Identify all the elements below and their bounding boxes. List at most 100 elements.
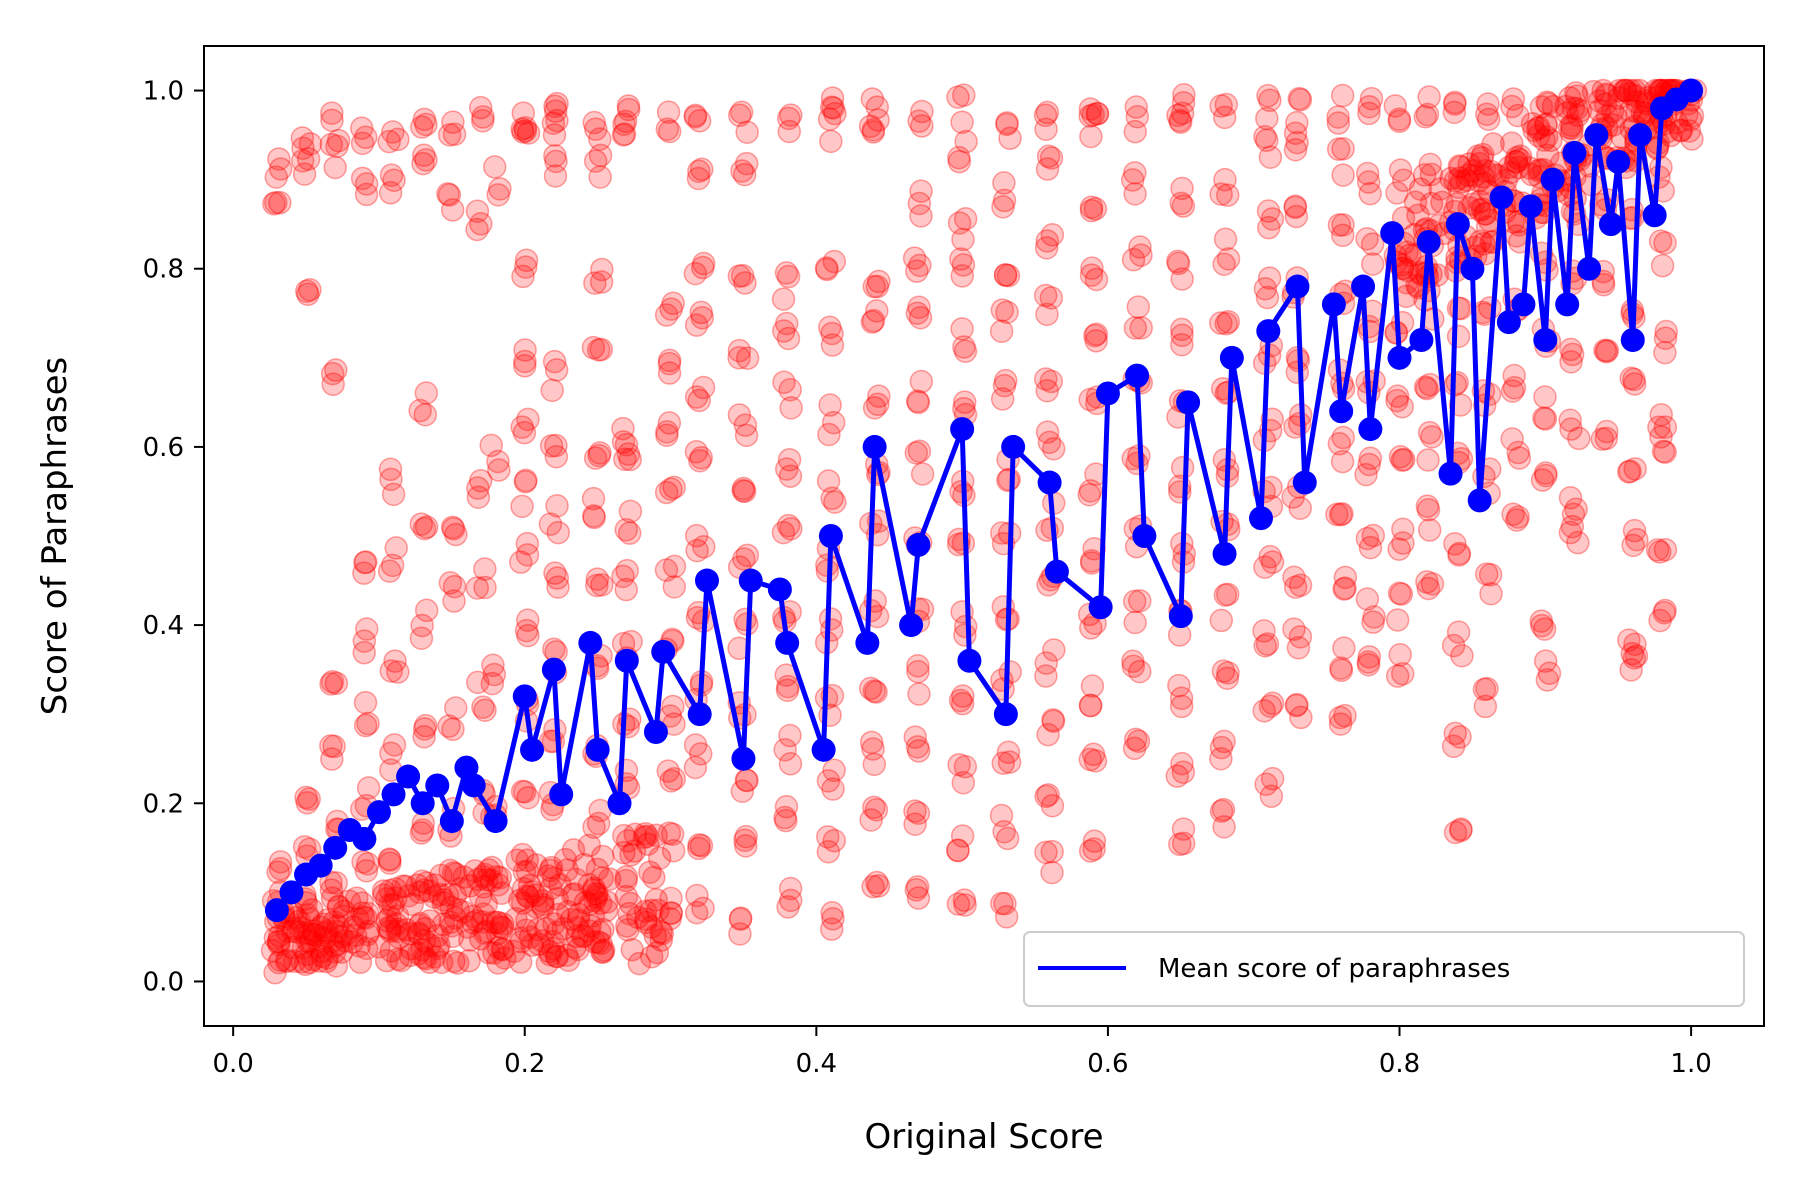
scatter-point [1126,295,1151,319]
scatter-point [1430,190,1454,215]
scatter-point [1627,78,1652,103]
scatter-point [1526,123,1551,148]
scatter-point [1333,576,1357,600]
scatter-point [1035,378,1059,403]
scatter-point [1507,147,1532,172]
mean-series-point [1460,256,1485,281]
scatter-point [1212,105,1237,130]
scatter-point [582,876,606,900]
scatter-point [654,303,679,327]
scatter-point [632,825,657,850]
scatter-point [413,402,438,427]
scatter-point [617,901,641,926]
scatter-point [1253,277,1278,301]
scatter-point [1506,505,1530,529]
scatter-point [545,494,569,518]
mean-series-point [1555,292,1580,317]
scatter-point [1212,815,1236,839]
scatter-point [1328,502,1353,527]
scatter-point [487,458,511,482]
scatter-point [381,893,405,918]
scatter-point [512,780,537,804]
scatter-point [647,846,672,870]
scatter-point [728,906,753,930]
mean-series-point [1620,328,1645,352]
scatter-point [544,149,568,174]
scatter-point [1472,231,1496,256]
scatter-point [1470,197,1495,221]
scatter-point [465,908,489,933]
scatter-point [861,120,886,144]
scatter-point [1416,448,1440,472]
scatter-point [1405,273,1429,298]
scatter-point [645,940,670,965]
scatter-point [440,515,465,540]
scatter-point [1078,747,1103,772]
scatter-point [516,785,540,810]
scatter-point [324,671,349,695]
scatter-point [463,859,487,883]
scatter-point [502,939,526,964]
scatter-point [517,873,542,898]
scatter-point [301,947,325,972]
scatter-point [612,840,636,865]
scatter-point [469,212,493,236]
scatter-point [1288,573,1313,597]
scatter-point [992,188,1017,213]
scatter-point [266,930,291,954]
scatter-point [377,129,401,154]
mean-series-point [1584,123,1609,148]
scatter-point [657,351,682,376]
scatter-point [1474,562,1499,586]
scatter-point [1522,118,1546,143]
scatter-point [589,270,614,294]
scatter-point [584,885,609,909]
scatter-point [384,912,409,936]
scatter-point [582,815,606,839]
scatter-point [633,821,658,846]
scatter-point [1171,760,1196,785]
scatter-point [1506,440,1530,465]
scatter-point [1408,177,1433,201]
scatter-point [443,906,468,930]
scatter-point [998,126,1022,151]
scatter-point [1040,223,1065,247]
scatter-point [952,390,977,414]
scatter-point [1288,88,1313,112]
scatter-point [312,926,337,951]
scatter-point [553,847,578,872]
scatter-point [386,917,410,941]
scatter-point [586,338,611,362]
scatter-point [1040,793,1065,818]
scatter-point [470,910,495,934]
scatter-point [480,855,504,880]
scatter-point [537,939,562,964]
scatter-point [1623,84,1647,108]
scatter-point [531,889,555,913]
scatter-point [260,938,285,963]
scatter-point [662,767,686,791]
scatter-point [1412,163,1437,187]
scatter-point [309,915,333,939]
scatter-point [866,874,891,898]
scatter-point [1034,651,1058,675]
scatter-point [862,679,887,703]
scatter-point [862,274,887,299]
scatter-point [409,821,434,845]
scatter-point [551,916,576,941]
scatter-point [1357,94,1382,119]
scatter-point [822,828,847,853]
scatter-point [353,713,378,738]
scatter-point [1128,589,1152,613]
mean-series-point [549,782,574,807]
scatter-point [864,797,889,822]
scatter-point [588,127,612,151]
scatter-point [1213,167,1237,192]
scatter-point [774,808,798,833]
scatter-point [512,420,537,445]
scatter-point [410,613,434,638]
scatter-point [545,920,569,945]
scatter-point [953,207,978,231]
scatter-point [1653,326,1678,350]
scatter-point [860,310,885,334]
